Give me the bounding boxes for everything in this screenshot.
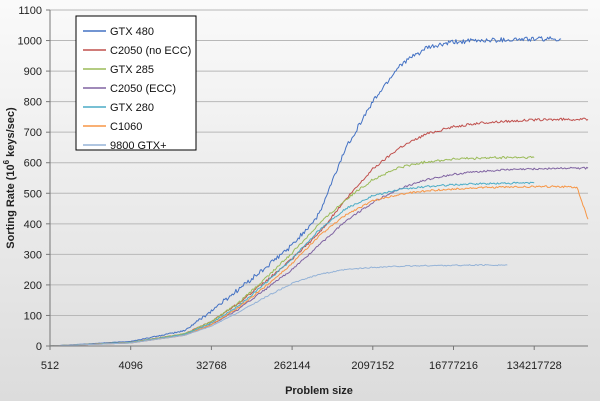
series-line-0	[49, 36, 562, 347]
x-tick-label: 262144	[274, 360, 311, 372]
y-axis-title-prefix: Sorting Rate (10	[5, 164, 17, 248]
legend-label-1: C2050 (no ECC)	[110, 45, 191, 57]
legend-label-2: GTX 285	[110, 64, 154, 76]
y-tick-label: 800	[24, 97, 42, 109]
x-tick-label: 512	[41, 360, 59, 372]
series-line-5	[50, 185, 589, 347]
series-line-3	[50, 166, 589, 347]
legend-box	[75, 15, 197, 151]
x-axis-title: Problem size	[285, 385, 353, 397]
axes	[49, 10, 588, 347]
legend-label-6: 9800 GTX+	[110, 140, 167, 152]
y-axis-title: Sorting Rate (106 keys/sec)	[2, 107, 17, 249]
legend: GTX 480 C2050 (no ECC) GTX 285 C2050 (ECC) G…	[75, 15, 197, 152]
x-tick-label: 16777216	[429, 360, 478, 372]
x-tick-label: 4096	[118, 360, 142, 372]
y-tick-label: 700	[24, 127, 42, 139]
series-line-4	[49, 181, 535, 347]
y-tick-label: 1000	[18, 36, 42, 48]
y-tick-label: 600	[24, 158, 42, 170]
y-tick-label: 0	[36, 341, 42, 353]
y-tick-labels: 0 100 200 300 400 500 600 700 800 900 1000 1100	[18, 5, 50, 353]
legend-label-3: C2050 (ECC)	[110, 83, 176, 95]
legend-label-5: C1060	[110, 121, 142, 133]
y-axis-title-suffix: keys/sec)	[5, 107, 17, 160]
y-tick-label: 300	[24, 249, 42, 261]
legend-label-0: GTX 480	[110, 26, 154, 38]
legend-label-4: GTX 280	[110, 102, 154, 114]
series-line-6	[50, 264, 508, 347]
x-tick-label: 134217728	[507, 360, 562, 372]
y-tick-label: 400	[24, 219, 42, 231]
y-tick-label: 1100	[18, 5, 42, 17]
y-tick-label: 500	[24, 188, 42, 200]
y-axis-title-superscript: 6	[2, 159, 11, 164]
x-tick-label: 2097152	[351, 360, 394, 372]
x-tick-label: 32768	[196, 360, 227, 372]
series-lines	[49, 36, 589, 347]
y-tick-label: 900	[24, 66, 42, 78]
y-tick-label: 200	[24, 280, 42, 292]
series-line-1	[49, 117, 589, 347]
x-tick-labels: 512 4096 32768 262144 2097152 16777216 1342177…	[41, 346, 562, 372]
y-tick-label: 100	[24, 310, 42, 322]
